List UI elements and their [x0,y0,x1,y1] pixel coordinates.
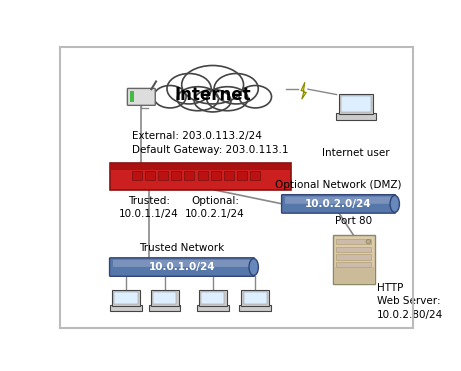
FancyBboxPatch shape [127,88,155,105]
FancyBboxPatch shape [337,247,371,252]
Ellipse shape [214,73,258,104]
FancyBboxPatch shape [341,96,371,112]
FancyBboxPatch shape [285,197,392,204]
Text: Optional Network (DMZ): Optional Network (DMZ) [275,180,402,190]
FancyBboxPatch shape [130,92,134,102]
Text: Trusted Network: Trusted Network [139,243,225,253]
FancyBboxPatch shape [197,171,207,180]
FancyBboxPatch shape [336,114,376,120]
FancyBboxPatch shape [333,235,375,284]
FancyBboxPatch shape [110,305,142,311]
FancyBboxPatch shape [153,292,176,303]
FancyBboxPatch shape [243,292,267,303]
FancyBboxPatch shape [113,260,251,267]
Ellipse shape [366,239,371,244]
FancyBboxPatch shape [337,239,371,244]
FancyBboxPatch shape [114,292,137,303]
FancyBboxPatch shape [110,258,254,276]
Text: Internet user: Internet user [322,148,390,158]
FancyBboxPatch shape [158,171,168,180]
FancyBboxPatch shape [184,171,195,180]
Text: External: 203.0.113.2/24
Default Gateway: 203.0.113.1: External: 203.0.113.2/24 Default Gateway… [132,131,289,155]
FancyBboxPatch shape [171,171,181,180]
FancyBboxPatch shape [333,266,374,283]
FancyBboxPatch shape [199,289,227,306]
Ellipse shape [239,85,272,108]
Text: Port 80: Port 80 [335,216,372,226]
FancyBboxPatch shape [145,171,155,180]
FancyBboxPatch shape [337,262,371,267]
FancyBboxPatch shape [282,195,396,213]
Ellipse shape [167,73,211,104]
Text: Internet: Internet [174,86,251,104]
Ellipse shape [249,259,258,276]
FancyBboxPatch shape [250,171,260,180]
FancyBboxPatch shape [241,289,269,306]
Text: HTTP
Web Server:
10.0.2.80/24: HTTP Web Server: 10.0.2.80/24 [377,283,443,320]
FancyBboxPatch shape [110,164,290,170]
Ellipse shape [194,89,231,112]
Ellipse shape [177,87,219,111]
FancyBboxPatch shape [112,289,140,306]
FancyBboxPatch shape [338,93,373,114]
Polygon shape [301,82,307,99]
FancyBboxPatch shape [149,305,180,311]
Text: Trusted:
10.0.1.1/24: Trusted: 10.0.1.1/24 [119,196,179,219]
Ellipse shape [207,87,248,111]
FancyBboxPatch shape [224,171,234,180]
FancyBboxPatch shape [110,164,290,190]
Ellipse shape [154,85,186,108]
FancyBboxPatch shape [239,305,271,311]
FancyBboxPatch shape [237,171,247,180]
FancyBboxPatch shape [132,171,142,180]
FancyBboxPatch shape [197,305,229,311]
Ellipse shape [390,196,399,212]
FancyBboxPatch shape [151,289,178,306]
FancyBboxPatch shape [211,171,221,180]
Text: 10.0.2.0/24: 10.0.2.0/24 [305,199,372,209]
FancyBboxPatch shape [337,255,371,260]
Ellipse shape [182,66,243,104]
Text: 10.0.1.0/24: 10.0.1.0/24 [149,262,215,272]
FancyBboxPatch shape [201,292,225,303]
Text: Optional:
10.0.2.1/24: Optional: 10.0.2.1/24 [185,196,245,219]
